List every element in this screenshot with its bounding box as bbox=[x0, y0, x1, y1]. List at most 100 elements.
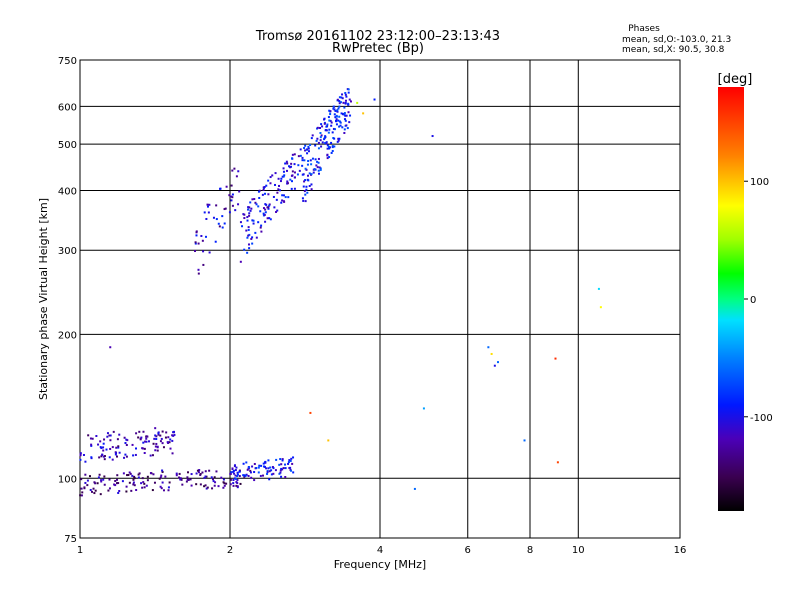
data-point bbox=[108, 456, 111, 459]
data-point bbox=[243, 475, 246, 478]
data-point bbox=[317, 161, 320, 164]
data-point bbox=[496, 361, 499, 364]
data-point bbox=[298, 169, 301, 172]
data-point bbox=[223, 484, 226, 487]
data-point bbox=[133, 475, 136, 478]
data-point bbox=[287, 461, 290, 464]
data-point bbox=[255, 467, 258, 470]
data-point bbox=[151, 454, 154, 457]
data-point bbox=[169, 447, 172, 450]
data-point bbox=[343, 131, 346, 134]
data-point bbox=[310, 188, 313, 191]
data-point bbox=[157, 431, 160, 434]
data-point bbox=[289, 166, 292, 169]
data-point bbox=[131, 443, 134, 446]
data-point bbox=[344, 101, 347, 104]
data-point bbox=[345, 124, 348, 127]
data-point bbox=[281, 459, 284, 462]
data-point bbox=[249, 469, 252, 472]
data-point bbox=[324, 142, 327, 145]
data-point bbox=[291, 157, 294, 160]
data-point bbox=[328, 119, 331, 122]
data-point bbox=[235, 484, 238, 487]
data-point bbox=[201, 471, 204, 474]
data-point bbox=[299, 154, 302, 157]
data-point bbox=[162, 446, 165, 449]
data-point bbox=[307, 159, 310, 162]
data-point bbox=[319, 167, 322, 170]
data-point bbox=[238, 470, 241, 473]
data-point bbox=[304, 179, 307, 182]
data-point bbox=[135, 447, 138, 450]
data-point bbox=[290, 187, 293, 190]
data-point bbox=[275, 210, 278, 213]
data-point bbox=[327, 116, 330, 119]
data-point bbox=[307, 145, 310, 148]
data-point bbox=[217, 222, 220, 225]
data-point bbox=[206, 486, 209, 489]
data-point bbox=[293, 176, 296, 179]
data-point bbox=[210, 476, 213, 479]
data-point bbox=[284, 196, 287, 199]
data-point bbox=[262, 474, 265, 477]
data-point bbox=[108, 478, 111, 481]
data-point bbox=[218, 225, 221, 228]
data-point bbox=[296, 173, 299, 176]
data-point bbox=[264, 220, 267, 223]
data-point bbox=[309, 143, 312, 146]
data-point bbox=[347, 91, 350, 94]
phase-stats-x: mean, sd,X: 90.5, 30.8 bbox=[622, 45, 725, 55]
data-point bbox=[304, 200, 307, 203]
data-point bbox=[89, 488, 92, 491]
data-point bbox=[207, 211, 210, 214]
data-point bbox=[344, 119, 347, 122]
data-point bbox=[266, 470, 269, 473]
data-point bbox=[281, 175, 284, 178]
data-point bbox=[125, 485, 128, 488]
data-point bbox=[254, 231, 257, 234]
data-point bbox=[228, 194, 231, 197]
data-point bbox=[287, 196, 290, 199]
data-point bbox=[229, 478, 232, 481]
data-point bbox=[301, 156, 304, 159]
data-point bbox=[115, 446, 118, 449]
data-point bbox=[88, 475, 91, 478]
data-point bbox=[299, 148, 302, 151]
data-point bbox=[362, 112, 365, 115]
data-point bbox=[303, 159, 306, 162]
data-point bbox=[250, 476, 253, 479]
data-point bbox=[221, 226, 224, 229]
data-point bbox=[373, 98, 376, 101]
data-point bbox=[319, 132, 322, 135]
data-point bbox=[156, 449, 159, 452]
data-point bbox=[319, 136, 322, 139]
y-axis-label: Stationary phase Virtual Height [km] bbox=[37, 198, 50, 400]
data-point bbox=[203, 211, 206, 214]
data-point bbox=[233, 472, 236, 475]
data-point bbox=[197, 268, 200, 271]
data-point bbox=[264, 203, 267, 206]
data-point bbox=[344, 91, 347, 94]
data-point bbox=[313, 168, 316, 171]
data-point bbox=[283, 174, 286, 177]
data-point bbox=[290, 162, 293, 165]
data-point bbox=[255, 203, 258, 206]
data-point bbox=[302, 173, 305, 176]
data-point bbox=[255, 236, 258, 239]
data-point bbox=[317, 141, 320, 144]
data-point bbox=[231, 204, 234, 207]
data-point bbox=[144, 440, 147, 443]
data-point bbox=[276, 191, 279, 194]
data-point bbox=[161, 430, 164, 433]
data-point bbox=[251, 236, 254, 239]
data-point bbox=[180, 478, 183, 481]
data-point bbox=[332, 127, 335, 130]
data-point bbox=[145, 437, 148, 440]
data-point bbox=[272, 195, 275, 198]
data-point bbox=[328, 145, 331, 148]
data-point bbox=[344, 99, 347, 102]
data-point bbox=[275, 198, 278, 201]
data-point bbox=[102, 442, 105, 445]
data-point bbox=[199, 473, 202, 476]
data-point bbox=[160, 487, 163, 490]
